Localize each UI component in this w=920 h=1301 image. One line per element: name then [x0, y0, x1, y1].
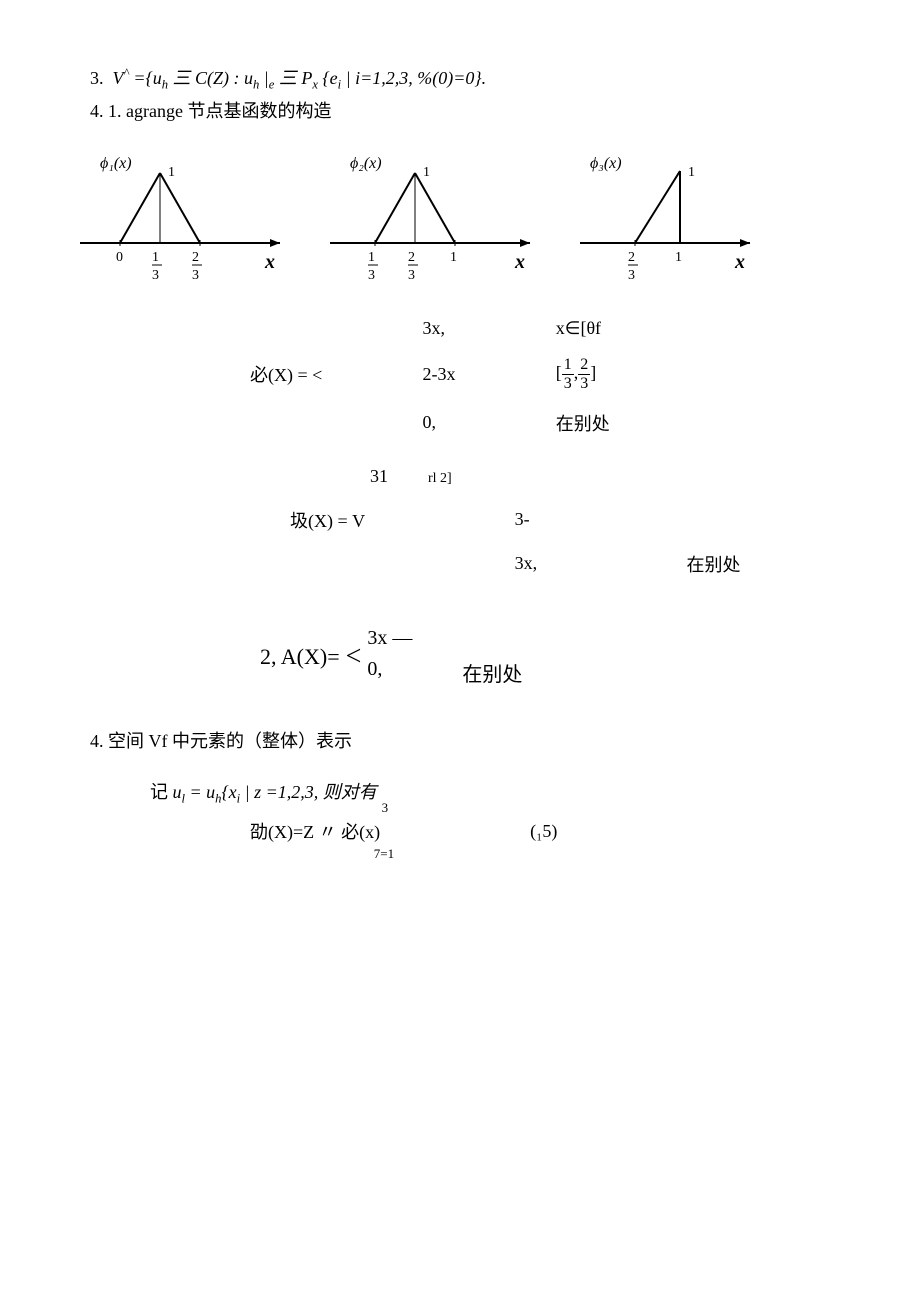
phi1-tick-0: 0 — [116, 250, 123, 265]
phi2-tick-2-3: 2 — [408, 250, 415, 265]
eq15-lhs: 劭(X)=Z 〃 必(x) — [250, 822, 380, 842]
item-3-num: 3. — [90, 68, 104, 88]
pw3-row2-cond: 在别处 — [462, 658, 522, 687]
item-4-num: 4. — [90, 101, 104, 121]
svg-text:3: 3 — [152, 268, 159, 283]
graph-phi2: ϕ₂(x) 1 1 3 2 3 1 x — [320, 143, 550, 288]
pw1-row3-cond: 在别处 — [556, 410, 670, 436]
pw2-row1-val: 3- — [515, 509, 647, 530]
item-4-text: 1. agrange 节点基函数的构造 — [108, 101, 331, 121]
mid-left: 31 — [370, 466, 388, 487]
graph-phi3-svg: ϕ₃(x) 1 2 3 1 x — [570, 143, 770, 283]
graph-phi1: ϕ₁(x) 1 0 1 3 2 3 x — [70, 143, 300, 288]
piecewise-phi2: 圾(X) = V 3- 3x, 在别处 — [290, 507, 850, 577]
phi1-tick-1-3: 1 — [152, 250, 159, 265]
item-4-space: 4. 空间 Vf 中元素的（整体）表示 — [70, 727, 850, 753]
pw1-row3-val: 0, — [423, 412, 516, 433]
phi3-tick-1: 1 — [675, 250, 682, 265]
svg-text:3: 3 — [368, 268, 375, 283]
pw3-row2-val: 0, — [367, 658, 412, 687]
phi2-tick-1-3: 1 — [368, 250, 375, 265]
graph-phi2-svg: ϕ₂(x) 1 1 3 2 3 1 x — [320, 143, 550, 283]
pw1-row1-cond: x∈[θf — [556, 318, 670, 339]
phi2-xlabel: x — [514, 251, 525, 273]
pw2-row2-val: 3x, — [515, 553, 647, 574]
phi2-label: ϕ₂(x) — [350, 155, 382, 172]
basis-function-graphs: ϕ₁(x) 1 0 1 3 2 3 x ϕ₂(x) 1 1 — [70, 143, 850, 288]
phi1-label: ϕ₁(x) — [100, 155, 132, 172]
middle-fragment: 31 rl 2] — [370, 466, 850, 487]
pw3-brace: < — [346, 641, 362, 673]
item-4-space-text: 4. 空间 Vf 中元素的（整体）表示 — [90, 731, 352, 751]
phi3-tick-2-3: 2 — [628, 250, 635, 265]
phi1-tick-2-3: 2 — [192, 250, 199, 265]
pw1-row2-cond: [13,23] — [556, 357, 670, 392]
pw2-lhs: 圾(X) = V — [290, 507, 475, 533]
pw1-row1-val: 3x, — [423, 318, 516, 339]
svg-text:3: 3 — [628, 268, 635, 283]
equation-15: 劭(X)=Z 〃 必(x) 3 7=1 (₁5) — [250, 818, 850, 844]
piecewise-phi1: 3x, x∈[θf 必(X) = < 2-3x [13,23] 0, 在别处 — [250, 318, 670, 436]
pw1-lhs: 必(X) = < — [250, 361, 383, 387]
item-3-text: V^ ={uh 三 C(Z) : uh |e 三 Px {ei | i=1,2,… — [108, 68, 486, 88]
record-prefix: 记 — [150, 782, 173, 802]
record-line: 记 ul = uh{xi | z =1,2,3, 则对有 — [150, 778, 850, 807]
pw3-row1-val: 3x — — [367, 627, 412, 650]
pw2-row2-cond: 在别处 — [687, 551, 850, 577]
item-4-header: 4. 1. agrange 节点基函数的构造 — [70, 97, 850, 123]
eq15-num: (₁5) — [530, 821, 557, 842]
eq15-sub: 7=1 — [374, 846, 394, 862]
phi2-tick-1: 1 — [450, 250, 457, 265]
phi1-peak-label: 1 — [168, 165, 175, 180]
graph-phi1-svg: ϕ₁(x) 1 0 1 3 2 3 x — [70, 143, 300, 283]
pw3-prefix: 2, A(X)= — [260, 644, 340, 670]
eq15-sup: 3 — [382, 800, 389, 816]
phi2-peak-label: 1 — [423, 165, 430, 180]
record-text: ul = uh{xi | z =1,2,3, 则对有 — [173, 782, 377, 802]
phi3-xlabel: x — [734, 251, 745, 273]
piecewise-phi3: 2, A(X)= < 3x — 0, 在别处 — [260, 627, 850, 687]
graph-phi3: ϕ₃(x) 1 2 3 1 x — [570, 143, 770, 288]
svg-text:3: 3 — [408, 268, 415, 283]
phi1-xlabel: x — [264, 251, 275, 273]
phi3-peak-label: 1 — [688, 165, 695, 180]
mid-right: rl 2] — [428, 471, 452, 487]
phi3-label: ϕ₃(x) — [590, 155, 622, 172]
pw1-row2-val: 2-3x — [423, 364, 516, 385]
svg-text:3: 3 — [192, 268, 199, 283]
item-3: 3. V^ ={uh 三 C(Z) : uh |e 三 Px {ei | i=1… — [70, 64, 850, 93]
